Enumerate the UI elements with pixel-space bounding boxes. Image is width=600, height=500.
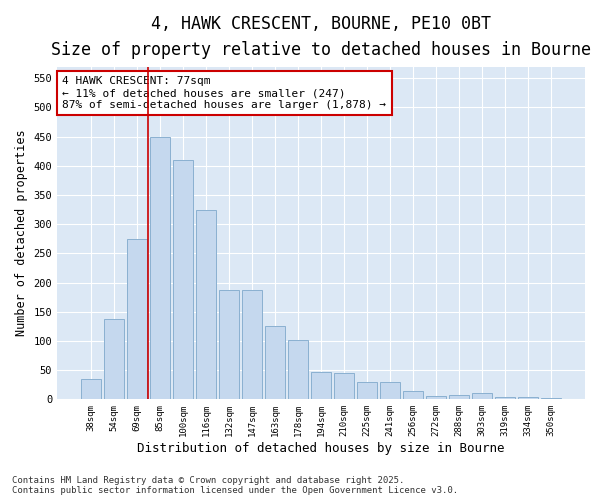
Bar (173, 160, 193, 400)
Text: Contains HM Land Registry data © Crown copyright and database right 2025.
Contai: Contains HM Land Registry data © Crown c… (12, 476, 458, 495)
Bar (496, 397, 515, 400)
Bar (427, 396, 446, 400)
Bar (288, 340, 308, 400)
Bar (150, 136, 170, 400)
Bar (196, 210, 216, 400)
Bar (127, 239, 147, 400)
Bar (449, 394, 469, 400)
Bar (403, 390, 423, 400)
Bar (541, 398, 561, 400)
Bar (334, 373, 354, 400)
Bar (311, 372, 331, 400)
Bar (104, 320, 124, 400)
Bar (380, 382, 400, 400)
Text: 4 HAWK CRESCENT: 77sqm
← 11% of detached houses are smaller (247)
87% of semi-de: 4 HAWK CRESCENT: 77sqm ← 11% of detached… (62, 76, 386, 110)
Title: 4, HAWK CRESCENT, BOURNE, PE10 0BT
Size of property relative to detached houses : 4, HAWK CRESCENT, BOURNE, PE10 0BT Size … (51, 15, 591, 60)
Bar (358, 382, 377, 400)
Bar (219, 290, 239, 400)
Bar (472, 394, 492, 400)
Bar (265, 326, 285, 400)
Y-axis label: Number of detached properties: Number of detached properties (15, 130, 28, 336)
Bar (242, 290, 262, 400)
Bar (518, 397, 538, 400)
Bar (81, 379, 101, 400)
X-axis label: Distribution of detached houses by size in Bourne: Distribution of detached houses by size … (137, 442, 505, 455)
